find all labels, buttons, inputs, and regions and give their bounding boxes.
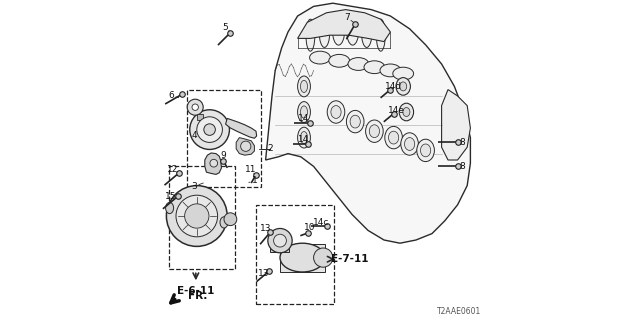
Polygon shape [266, 3, 470, 243]
Ellipse shape [417, 139, 435, 162]
Ellipse shape [331, 106, 341, 118]
Circle shape [166, 186, 227, 246]
Text: 12: 12 [167, 165, 179, 174]
Text: 15: 15 [165, 192, 177, 201]
Ellipse shape [220, 217, 228, 228]
Text: 3: 3 [192, 182, 197, 191]
Circle shape [224, 213, 237, 226]
Polygon shape [226, 118, 257, 138]
Ellipse shape [332, 13, 345, 45]
Text: T2AAE0601: T2AAE0601 [437, 308, 481, 316]
Ellipse shape [346, 110, 364, 133]
Ellipse shape [327, 101, 345, 123]
Ellipse shape [362, 15, 372, 47]
Circle shape [268, 228, 292, 253]
Ellipse shape [388, 131, 399, 144]
Ellipse shape [399, 82, 407, 91]
Ellipse shape [301, 132, 307, 144]
Ellipse shape [403, 108, 410, 116]
Polygon shape [236, 138, 254, 155]
Ellipse shape [365, 120, 383, 142]
Ellipse shape [420, 144, 431, 157]
Bar [256, 205, 335, 304]
Text: 13: 13 [260, 224, 271, 233]
Ellipse shape [369, 125, 380, 138]
Text: 4: 4 [192, 132, 197, 140]
Ellipse shape [319, 15, 330, 47]
Ellipse shape [166, 202, 173, 214]
Bar [169, 166, 236, 269]
Text: 2: 2 [268, 144, 273, 153]
Polygon shape [298, 10, 390, 42]
Circle shape [196, 117, 223, 142]
Ellipse shape [376, 19, 385, 51]
Text: E-6-11: E-6-11 [177, 286, 214, 296]
Text: 5: 5 [223, 23, 228, 32]
Polygon shape [442, 90, 470, 160]
Text: 14d: 14d [385, 82, 402, 91]
Circle shape [176, 195, 218, 237]
Ellipse shape [364, 61, 385, 74]
Circle shape [187, 99, 204, 115]
Text: 14: 14 [298, 114, 310, 123]
Ellipse shape [404, 138, 415, 150]
Circle shape [189, 110, 230, 149]
Polygon shape [205, 153, 221, 174]
Bar [270, 239, 289, 252]
Ellipse shape [301, 80, 307, 92]
Circle shape [314, 248, 333, 267]
Text: 8: 8 [460, 138, 465, 147]
Circle shape [204, 124, 215, 135]
Ellipse shape [396, 77, 410, 95]
Ellipse shape [385, 126, 403, 149]
Text: 8: 8 [460, 162, 465, 171]
Ellipse shape [399, 103, 413, 121]
Text: 1: 1 [252, 176, 257, 185]
Ellipse shape [348, 58, 369, 70]
Text: 10: 10 [304, 223, 316, 232]
Circle shape [241, 141, 251, 151]
Text: 14c: 14c [314, 218, 330, 227]
Ellipse shape [298, 76, 310, 97]
Bar [280, 244, 325, 272]
Ellipse shape [350, 115, 360, 128]
Circle shape [185, 204, 209, 228]
Ellipse shape [346, 13, 359, 45]
Ellipse shape [329, 54, 349, 67]
Circle shape [210, 159, 218, 167]
Text: E-7-11: E-7-11 [331, 254, 368, 264]
Ellipse shape [280, 243, 324, 272]
Text: FR.: FR. [188, 291, 207, 301]
Bar [187, 90, 261, 187]
Text: 6: 6 [168, 92, 174, 100]
Ellipse shape [310, 51, 330, 64]
Text: 13: 13 [259, 269, 269, 278]
Text: 7: 7 [344, 13, 350, 22]
Ellipse shape [298, 127, 310, 148]
Ellipse shape [306, 19, 315, 51]
Text: 14e: 14e [388, 106, 405, 115]
Ellipse shape [298, 101, 310, 122]
Ellipse shape [301, 106, 307, 118]
Circle shape [274, 234, 287, 247]
Ellipse shape [401, 133, 419, 155]
Text: 14: 14 [298, 135, 310, 144]
Circle shape [192, 104, 198, 110]
Text: 9: 9 [221, 151, 226, 160]
Ellipse shape [393, 67, 413, 80]
Text: 11: 11 [246, 165, 257, 174]
Ellipse shape [380, 64, 401, 77]
